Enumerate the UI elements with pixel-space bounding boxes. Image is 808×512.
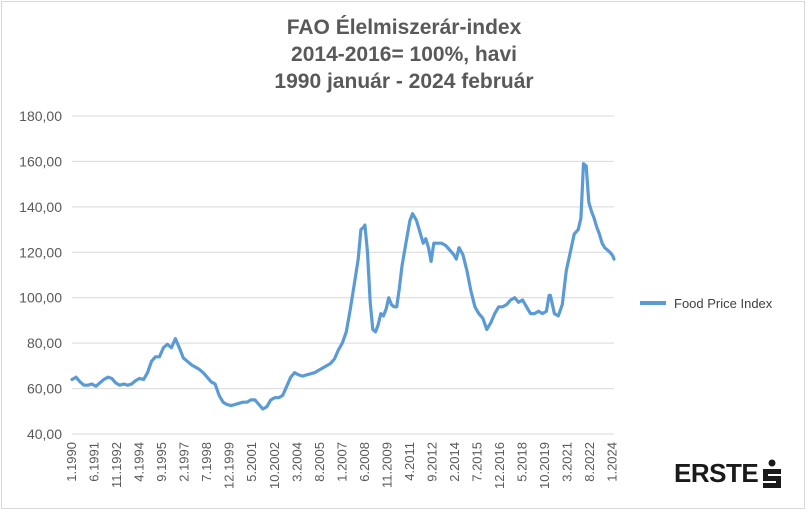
chart-title: FAO Élelmiszerár-index 2014-2016= 100%, … — [0, 14, 808, 95]
chart-legend: Food Price Index — [640, 296, 773, 311]
x-tick-label: 1.1990 — [64, 442, 79, 482]
x-tick-label: 4.1994 — [132, 442, 147, 482]
x-tick-label: 2.1997 — [177, 442, 192, 482]
x-tick-label: 1.2007 — [334, 442, 349, 482]
x-tick-label: 8.2022 — [582, 442, 597, 482]
y-tick-label: 100,00 — [19, 290, 62, 306]
y-tick-label: 140,00 — [19, 199, 62, 215]
x-tick-label: 10.2002 — [267, 442, 282, 489]
series-line-food-price-index — [70, 162, 616, 411]
x-tick-label: 5.2001 — [244, 442, 259, 482]
erste-logo: ERSTE — [674, 458, 783, 489]
x-tick-label: 5.2018 — [515, 442, 530, 482]
x-tick-label: 6.2008 — [357, 442, 372, 482]
chart-title-line-2: 2014-2016= 100%, havi — [291, 43, 517, 66]
x-tick-label: 12.1999 — [222, 442, 237, 489]
erste-s-icon — [763, 459, 782, 488]
x-tick-label: 7.2015 — [470, 442, 485, 482]
x-tick-label: 4.2011 — [402, 442, 417, 481]
x-tick-label: 6.1991 — [87, 442, 102, 482]
x-tick-label: 12.2016 — [492, 442, 507, 489]
x-tick-label: 3.2021 — [560, 442, 575, 482]
x-tick-label: 3.2004 — [289, 442, 304, 482]
y-tick-label: 120,00 — [19, 244, 62, 260]
y-tick-label: 180,00 — [19, 108, 62, 124]
y-tick-label: 60,00 — [27, 381, 62, 397]
x-axis: 1.1990 6.1991 11.1992 4.1994 9.1995 2.1997 7.1… — [64, 442, 620, 489]
y-tick-label: 80,00 — [27, 335, 62, 351]
chart-title-line-3: 1990 január - 2024 február — [274, 70, 534, 93]
x-tick-label: 11.1992 — [109, 442, 124, 488]
y-tick-label: 40,00 — [27, 426, 62, 442]
x-tick-label: 1.2024 — [605, 442, 620, 482]
x-tick-label: 9.1995 — [154, 442, 169, 482]
x-tick-label: 11.2009 — [379, 442, 394, 488]
chart-title-line-1: FAO Élelmiszerár-index — [286, 16, 522, 39]
erste-logo-text: ERSTE — [674, 458, 759, 488]
x-tick-label: 8.2005 — [312, 442, 327, 482]
y-axis: 40,00 60,00 80,00 100,00 120,00 140,00 160,00 1… — [19, 108, 62, 442]
x-tick-label: 10.2019 — [537, 442, 552, 489]
chart-gridlines — [72, 115, 614, 435]
x-tick-label: 7.1998 — [199, 442, 214, 482]
y-tick-label: 160,00 — [19, 153, 62, 169]
x-tick-label: 9.2012 — [424, 442, 439, 482]
x-tick-label: 2.2014 — [447, 442, 462, 482]
legend-label: Food Price Index — [674, 296, 773, 311]
chart-series — [70, 162, 616, 411]
